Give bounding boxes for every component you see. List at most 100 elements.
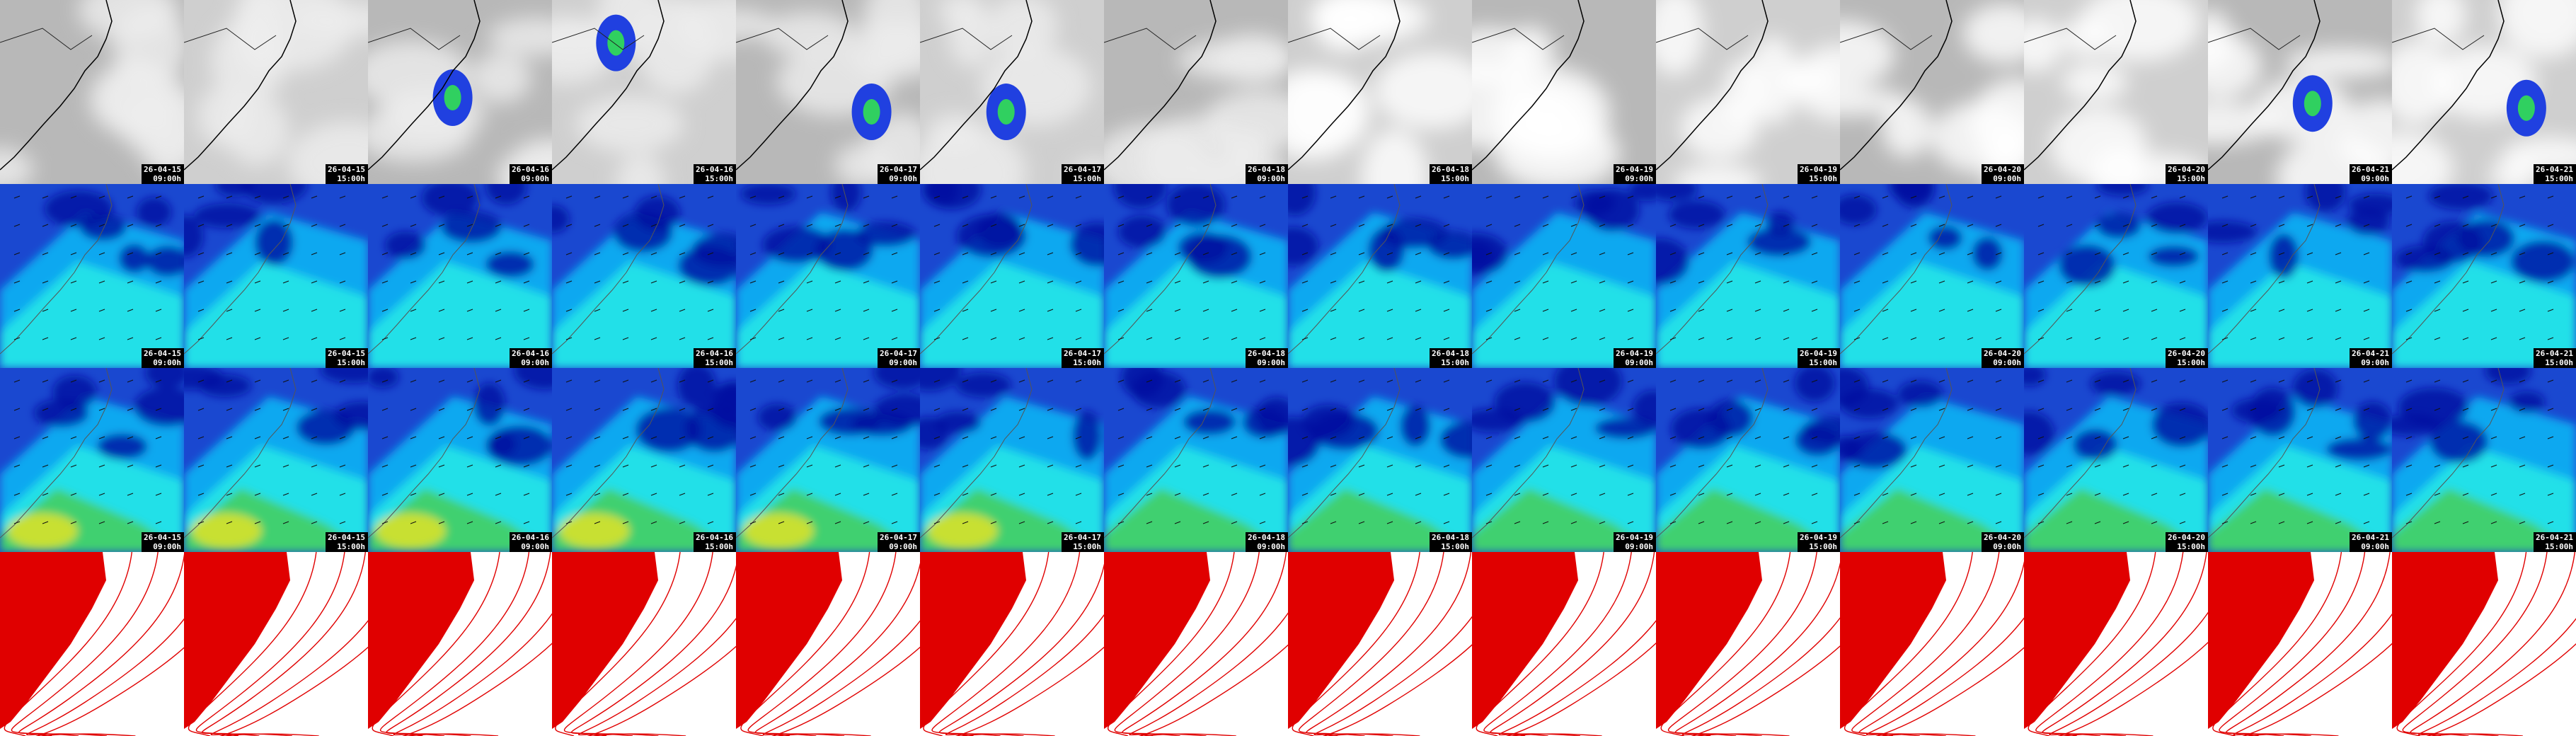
wind-barb — [1853, 408, 1861, 411]
terrain — [2024, 552, 2130, 729]
frame-date: 26-04-17 — [880, 533, 917, 542]
field-blob — [1166, 184, 1226, 226]
label-bg — [1246, 532, 1288, 552]
contour-line — [2049, 611, 2208, 736]
wind-barb — [42, 521, 49, 524]
field — [552, 368, 736, 552]
wind-barb — [1202, 521, 1209, 524]
field-blob — [1310, 412, 1379, 450]
wind-barb — [70, 337, 77, 340]
wind-barb — [1669, 436, 1677, 439]
contour-line — [379, 552, 530, 736]
wind-barb — [1415, 309, 1422, 312]
cloud — [1177, 40, 1288, 80]
wind-barb — [1202, 379, 1209, 383]
wind-barb — [2278, 379, 2285, 383]
wind-barb — [1910, 379, 1917, 383]
coastline — [0, 368, 113, 539]
wind-barb — [1117, 224, 1125, 227]
wind-barb — [2363, 280, 2370, 284]
field-blob — [2508, 391, 2545, 413]
field-blob — [1668, 200, 1725, 229]
wind-barb — [98, 493, 105, 496]
wind-barb — [2335, 408, 2342, 411]
wind-barb — [339, 337, 346, 340]
wind-barb — [155, 337, 162, 340]
field-blob — [1795, 368, 1835, 402]
field-band — [1288, 488, 1472, 552]
wind-barb — [778, 436, 785, 439]
field — [184, 184, 368, 368]
wind-barb — [381, 464, 389, 468]
label-bg — [1614, 348, 1656, 368]
wind-barb — [2094, 408, 2101, 411]
wind-barb — [1146, 493, 1153, 496]
frame-time: 09:00h — [1625, 358, 1653, 367]
wind-barb — [1754, 408, 1761, 411]
field — [736, 184, 920, 368]
wind-barb — [2405, 493, 2413, 496]
wind-barb — [1726, 280, 1733, 284]
wind-barb — [2434, 337, 2441, 340]
wind-barb — [1075, 337, 1082, 340]
contour-line — [2410, 552, 2576, 736]
frame-date: 26-04-21 — [2536, 165, 2573, 174]
wind-barb — [1415, 464, 1422, 468]
wind-barb — [2037, 252, 2045, 255]
wind-barb — [1754, 337, 1761, 340]
wind-barb — [1698, 252, 1705, 255]
cloud — [2208, 9, 2233, 70]
wind-barb — [42, 408, 49, 411]
wind-barb — [1627, 379, 1634, 383]
field-blob — [134, 387, 184, 427]
wind-barb — [806, 337, 813, 340]
wind-barb — [42, 337, 49, 340]
wind-barb — [1570, 252, 1577, 255]
wind-barb — [2462, 408, 2469, 411]
wind-barb — [254, 252, 261, 255]
wind-barb — [1330, 408, 1337, 411]
wind-barb — [1174, 252, 1181, 255]
wind-barb — [1811, 280, 1818, 284]
coastline — [552, 184, 665, 355]
wind-barb — [1259, 379, 1266, 383]
wind-barb — [565, 309, 573, 312]
coastline — [1472, 0, 1585, 171]
wind-barb — [891, 379, 898, 383]
wind-barb — [594, 280, 601, 284]
field-blob — [118, 243, 150, 273]
wind-barb — [1599, 309, 1606, 312]
field-band — [2392, 488, 2576, 552]
wind-barb — [197, 252, 205, 255]
wind-barb — [2363, 436, 2370, 439]
wind-barb — [962, 464, 969, 468]
wind-barb — [2250, 464, 2257, 468]
field — [1656, 184, 1840, 368]
frame-date: 26-04-17 — [880, 349, 917, 358]
wind-barb — [1018, 379, 1025, 383]
wind-barb — [1570, 521, 1577, 524]
wind-barb — [1358, 464, 1365, 468]
label-bg — [2166, 164, 2208, 184]
wind-barb — [2094, 224, 2101, 227]
frame-time: 09:00h — [521, 542, 549, 551]
wind-barb — [1783, 521, 1790, 524]
wind-barb — [622, 252, 629, 255]
wind-barb — [1783, 224, 1790, 227]
wind-barb — [933, 436, 941, 439]
wind-barb — [707, 464, 714, 468]
field-blob — [740, 184, 796, 205]
wind-barb — [1117, 195, 1125, 199]
wind-barb — [2462, 224, 2469, 227]
wind-barb — [1967, 493, 1974, 496]
wind-barb — [2278, 464, 2285, 468]
contour-line — [931, 552, 1081, 736]
cloud — [2337, 99, 2392, 172]
wind-barb — [2519, 493, 2526, 496]
wind-barb — [565, 195, 573, 199]
